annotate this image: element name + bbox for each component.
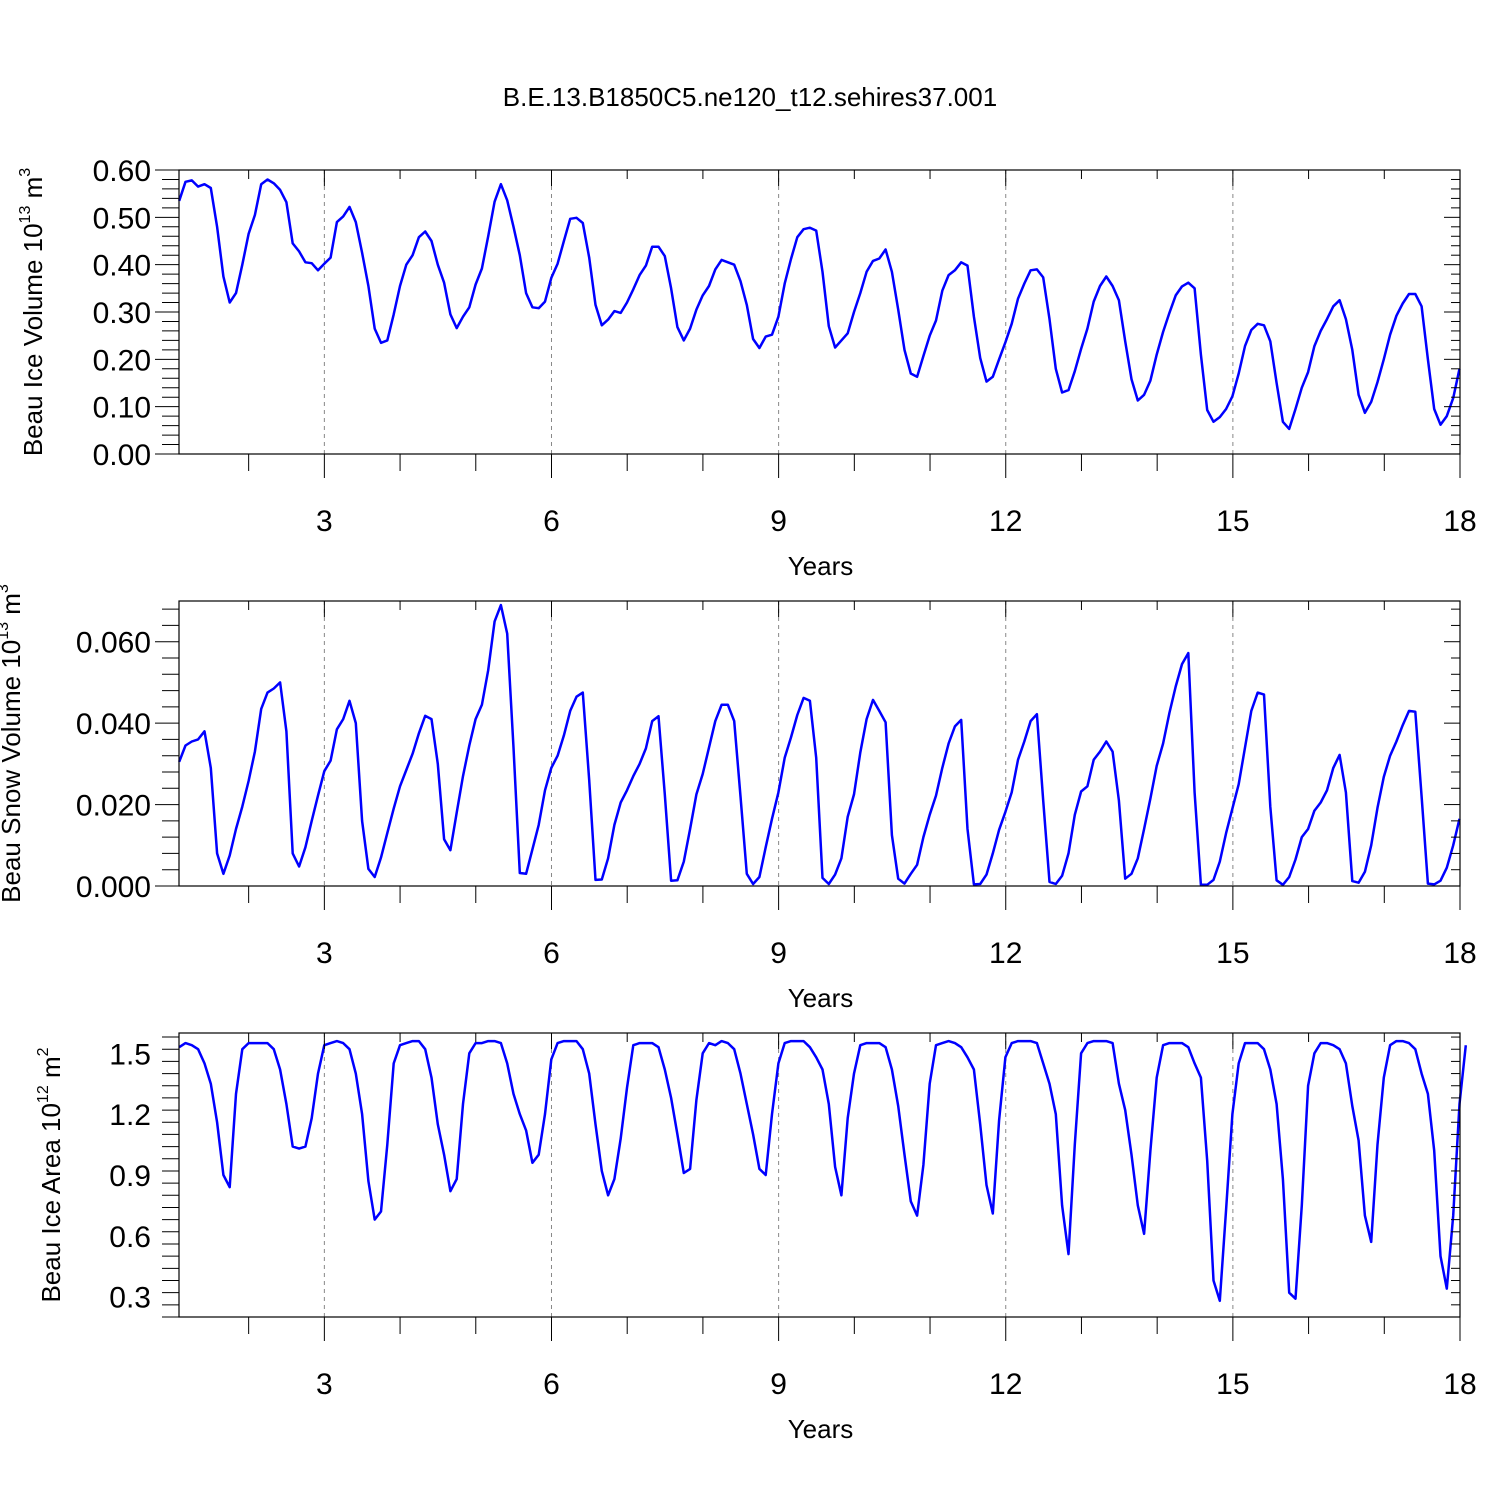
x-axis-title: Years: [788, 551, 854, 581]
y-tick-label: 0.60: [93, 155, 151, 188]
y-tick-label: 0.00: [93, 439, 151, 472]
ice-area-series-line: [178, 1039, 1468, 1303]
x-tick-label: 3: [316, 1368, 333, 1401]
y-axis-title-unit: m: [18, 177, 48, 206]
y-axis-title-text: Beau Ice Area 10: [36, 1103, 66, 1302]
y-axis-title-exponent: 12: [35, 1085, 52, 1103]
x-tick-label: 6: [543, 1368, 560, 1401]
y-tick-label: 0.30: [93, 297, 151, 330]
y-axis-title: Beau Ice Area 1012 m2: [35, 1047, 66, 1302]
x-tick-label: 15: [1216, 505, 1249, 538]
y-tick-label: 0.020: [76, 790, 151, 823]
x-tick-label: 15: [1216, 937, 1249, 970]
y-tick-label: 0.6: [109, 1221, 151, 1254]
y-axis-title-unit: m: [0, 593, 26, 622]
y-tick-label: 0.20: [93, 344, 151, 377]
y-tick-label: 1.5: [109, 1038, 151, 1071]
ice-volume-series-line: [178, 178, 1461, 431]
y-tick-label: 0.3: [109, 1282, 151, 1315]
y-axis-title-exponent: 13: [0, 622, 12, 640]
y-tick-label: 1.2: [109, 1099, 151, 1132]
x-tick-label: 9: [770, 937, 787, 970]
x-tick-label: 18: [1443, 505, 1476, 538]
x-axis-title: Years: [788, 1414, 854, 1444]
x-tick-label: 3: [316, 937, 333, 970]
x-axis-title: Years: [788, 983, 854, 1013]
x-tick-label: 9: [770, 505, 787, 538]
x-tick-label: 12: [989, 505, 1022, 538]
y-axis-title-unit-exponent: 3: [0, 584, 12, 593]
y-axis-title: Beau Ice Volume 1013 m3: [17, 168, 48, 456]
y-tick-label: 0.000: [76, 871, 151, 904]
x-tick-label: 12: [989, 937, 1022, 970]
x-tick-label: 6: [543, 937, 560, 970]
y-tick-label: 0.9: [109, 1160, 151, 1193]
x-tick-label: 18: [1443, 937, 1476, 970]
y-tick-label: 0.060: [76, 627, 151, 660]
y-axis-title-exponent: 13: [17, 206, 34, 224]
x-tick-label: 12: [989, 1368, 1022, 1401]
snow-volume-series-line: [178, 603, 1461, 887]
panel-snow-volume: 3 6 9 12 15 18 0.000 0.020 0.040 0.060 Years Beau S…: [0, 584, 1477, 1013]
x-tick-label: 18: [1443, 1368, 1476, 1401]
x-tick-label: 3: [316, 505, 333, 538]
x-tick-label: 15: [1216, 1368, 1249, 1401]
y-tick-label: 0.50: [93, 202, 151, 235]
y-axis-title-unit: m: [36, 1056, 66, 1085]
plot-frame: [178, 1032, 1461, 1318]
panel-ice-volume: 3 6 9 12 15 18 0.00 0.10 0.20 0.30 0.40 0.50 0.60 Yea…: [17, 155, 1477, 581]
y-axis-title: Beau Snow Volume 1013 m3: [0, 584, 26, 903]
plot-frame: [178, 600, 1461, 887]
panel-ice-area: 3 6 9 12 15 18 0.3 0.6 0.9 1.2 1.5 Years Beau Ice Ar…: [35, 1032, 1477, 1444]
y-tick-label: 0.10: [93, 392, 151, 425]
y-axis-title-unit-exponent: 2: [35, 1047, 52, 1056]
y-axis-title-text: Beau Snow Volume 10: [0, 640, 26, 903]
y-axis-title-text: Beau Ice Volume 10: [18, 223, 48, 456]
y-tick-label: 0.040: [76, 708, 151, 741]
y-axis-title-unit-exponent: 3: [17, 168, 34, 177]
x-tick-label: 6: [543, 505, 560, 538]
y-tick-label: 0.40: [93, 250, 151, 283]
figure-title: B.E.13.B1850C5.ne120_t12.sehires37.001: [503, 82, 997, 112]
x-tick-label: 9: [770, 1368, 787, 1401]
